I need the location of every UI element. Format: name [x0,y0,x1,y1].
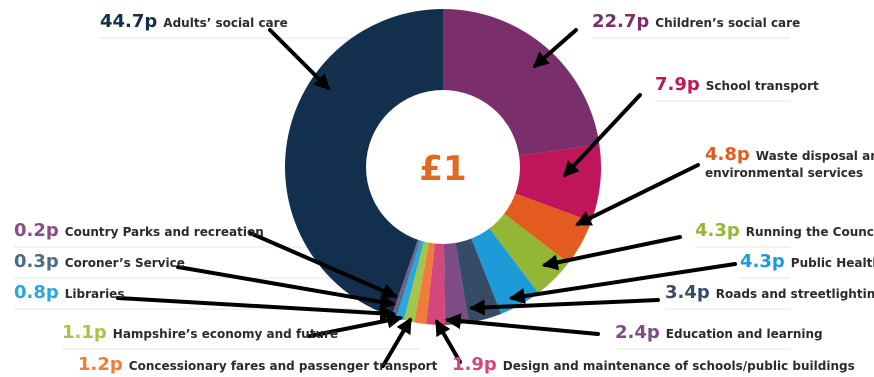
slice-arrow [268,28,331,91]
slice-description: Concessionary fares and passenger transp… [129,359,438,373]
slice-amount: 1.1p [62,322,107,343]
slice-label: 7.9p School transport [655,74,819,95]
slice-description: Country Parks and recreation [65,225,264,239]
slice-label: 1.9p Design and maintenance of schools/pu… [452,354,855,375]
slice-description: School transport [706,79,819,93]
slice-label: 0.3p Coroner’s Service [14,251,185,272]
slice-arrow [176,265,397,310]
slice-amount: 22.7p [592,11,649,32]
slice-amount: 0.8p [14,282,59,303]
slice-description: Public Health [791,256,874,270]
slice-description: Children’s social care [655,16,800,30]
slice-label: 4.3p Running the Council [695,220,874,241]
pie-center-hole [366,90,520,244]
slice-arrow [508,262,737,304]
slice-description: Roads and streetlighting [716,287,874,301]
slice-amount: 1.2p [78,354,123,375]
slice-label: 1.2p Concessionary fares and passenger tr… [78,354,438,375]
slice-amount: 4.3p [740,251,785,272]
slice-label: 4.3p Public Health [740,251,874,272]
slice-arrow [562,93,642,178]
slice-arrow [248,231,398,299]
slice-arrow [435,319,462,364]
slice-arrow [532,28,578,69]
slice-amount: 0.3p [14,251,59,272]
slice-description: Hampshire’s economy and future [113,327,338,341]
slice-label: 1.1p Hampshire’s economy and future [62,322,338,343]
slice-description: Coroner’s Service [65,256,185,270]
slice-description: Education and learning [666,327,823,341]
slice-description: Design and maintenance of schools/public… [503,359,855,373]
slice-amount: 2.4p [615,322,660,343]
slice-arrow [381,317,412,368]
slice-amount: 1.9p [452,354,497,375]
slice-label: 0.2p Country Parks and recreation [14,220,264,241]
slice-description-line2: environmental services [705,166,863,180]
slice-amount: 0.2p [14,220,59,241]
slice-description: Waste disposal and [756,149,874,163]
slice-amount: 4.3p [695,220,740,241]
slice-label: 44.7p Adults’ social care [100,11,288,32]
slice-label: 3.4p Roads and streetlighting [665,282,874,303]
arrows [116,28,737,368]
slice-amount: 44.7p [100,11,157,32]
slice-amount: 7.9p [655,74,700,95]
slice-description: Libraries [65,287,125,301]
slice-label: 4.8p Waste disposal and [705,144,874,165]
slice-label: 0.8p Libraries [14,282,124,303]
slice-description: Running the Council [746,225,874,239]
slice-arrow [575,163,700,226]
slice-arrow [116,296,397,322]
slice-arrow [541,235,682,271]
slice-arrow [444,313,600,336]
slice-labels: 22.7p Children’s social care 7.9p School tr… [14,11,874,375]
slice-label: 2.4p Education and learning [615,322,823,343]
slice-description: Adults’ social care [163,16,287,30]
slice-amount: 4.8p [705,144,750,165]
slice-amount: 3.4p [665,282,710,303]
center-label: £1 [419,149,466,189]
slice-label: 22.7p Children’s social care [592,11,800,32]
slice-arrow [468,298,660,316]
